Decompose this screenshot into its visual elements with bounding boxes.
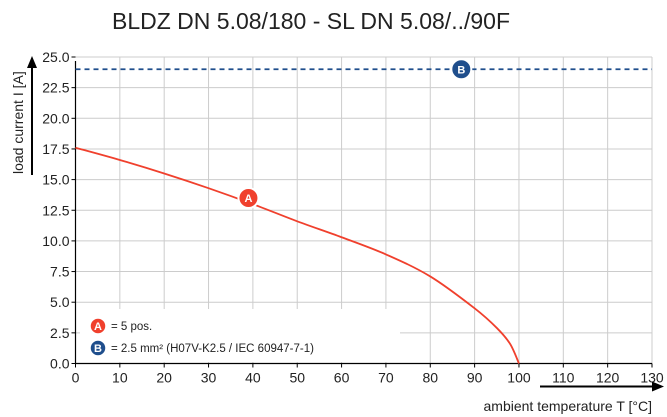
x-tick-label: 30 [201, 370, 217, 386]
legend-entry-a: A = 5 pos. [89, 317, 152, 335]
y-tick-label: 10.0 [42, 233, 69, 249]
series-marker-b [450, 58, 473, 81]
y-tick-label: 17.5 [42, 141, 69, 157]
y-tick-label: 25.0 [42, 49, 69, 65]
legend-marker-a-label: A [94, 321, 102, 333]
x-tick-label: 70 [378, 370, 394, 386]
legend-marker-b-label: B [94, 343, 102, 355]
tick-labels: 0 10 20 30 40 50 60 70 80 90 100 110 120 130 0.0 2.5 5.0… [42, 49, 664, 386]
y-tick-label: 22.5 [42, 80, 69, 96]
marker-layer: AB [237, 58, 473, 209]
y-tick-label: 5.0 [50, 294, 70, 310]
x-axis-label: ambient temperature T [°C] [484, 398, 653, 414]
series-line-a [75, 146, 520, 364]
legend-entry-b: B = 2.5 mm² (H07V-K2.5 / IEC 60947-7-1) [89, 339, 314, 357]
x-tick-label: 90 [467, 370, 483, 386]
x-tick-label: 130 [640, 370, 664, 386]
x-axis-arrowhead [652, 381, 664, 392]
x-tick-label: 0 [72, 370, 80, 386]
legend-text-a: = 5 pos. [111, 321, 152, 333]
x-tick-label: 60 [334, 370, 350, 386]
y-tick-label: 15.0 [42, 172, 69, 188]
y-axis-arrowhead [27, 56, 37, 68]
x-tick-label: 40 [245, 370, 261, 386]
x-tick-label: 80 [422, 370, 438, 386]
y-tick-label: 2.5 [50, 325, 70, 341]
y-tick-label: 12.5 [42, 202, 69, 218]
series-marker-label-b: B [457, 64, 465, 76]
x-tick-label: 50 [289, 370, 305, 386]
y-axis-label: load current I [A] [10, 71, 26, 174]
x-tick-label: 10 [112, 370, 128, 386]
series-marker-label-a: A [244, 193, 252, 205]
legend-text-b: = 2.5 mm² (H07V-K2.5 / IEC 60947-7-1) [111, 343, 314, 355]
x-tick-label: 110 [552, 370, 575, 386]
y-tick-label: 0.0 [50, 356, 70, 372]
x-tick-label: 120 [596, 370, 620, 386]
legend-marker-a [89, 317, 107, 335]
legend-marker-b [89, 339, 107, 357]
y-tick-label: 7.5 [50, 264, 70, 280]
series-layer [75, 68, 652, 364]
series-marker-a [237, 186, 260, 209]
x-tick-label: 20 [156, 370, 172, 386]
legend-background [80, 309, 400, 362]
chart-title: BLDZ DN 5.08/180 - SL DN 5.08/../90F [112, 8, 510, 34]
y-tick-label: 20.0 [42, 110, 69, 126]
x-tick-label: 100 [507, 370, 531, 386]
